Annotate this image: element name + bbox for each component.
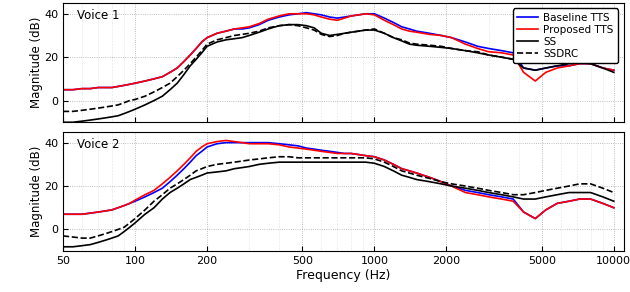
SSDRC: [599, 55, 607, 59]
Baseline TTS: [599, 202, 607, 205]
SS: [610, 199, 617, 203]
Text: Voice 2: Voice 2: [77, 138, 120, 151]
Baseline TTS: [610, 206, 617, 209]
SSDRC: [192, 169, 200, 173]
Text: Voice 1: Voice 1: [77, 9, 120, 22]
Baseline TTS: [186, 160, 194, 164]
Baseline TTS: [610, 68, 617, 72]
Proposed TTS: [186, 156, 194, 160]
Baseline TTS: [311, 147, 318, 151]
SSDRC: [406, 41, 413, 45]
Baseline TTS: [302, 11, 310, 14]
X-axis label: Frequency (Hz): Frequency (Hz): [296, 269, 391, 282]
Baseline TTS: [285, 13, 293, 17]
Baseline TTS: [59, 88, 67, 91]
SSDRC: [59, 234, 67, 238]
Line: Proposed TTS: Proposed TTS: [63, 14, 614, 90]
Proposed TTS: [285, 12, 293, 15]
SSDRC: [78, 236, 86, 240]
Proposed TTS: [311, 13, 318, 17]
Baseline TTS: [186, 53, 194, 57]
Proposed TTS: [610, 68, 617, 72]
Proposed TTS: [294, 146, 302, 150]
Baseline TTS: [599, 66, 607, 70]
SSDRC: [610, 60, 617, 63]
Line: SS: SS: [63, 25, 614, 122]
Line: SSDRC: SSDRC: [63, 25, 614, 112]
Proposed TTS: [198, 40, 205, 44]
SS: [599, 66, 607, 70]
SS: [285, 23, 293, 26]
SSDRC: [311, 28, 318, 32]
Line: Proposed TTS: Proposed TTS: [63, 140, 614, 219]
SSDRC: [186, 62, 194, 65]
SS: [198, 173, 205, 177]
SSDRC: [203, 165, 211, 168]
Y-axis label: Magnitude (dB): Magnitude (dB): [30, 17, 43, 108]
Proposed TTS: [610, 206, 617, 209]
SSDRC: [302, 156, 310, 160]
Line: SSDRC: SSDRC: [63, 157, 614, 238]
SS: [294, 160, 302, 164]
Proposed TTS: [311, 149, 318, 152]
Proposed TTS: [294, 12, 302, 15]
Proposed TTS: [186, 53, 194, 57]
SSDRC: [198, 49, 205, 52]
SS: [198, 51, 205, 55]
SS: [186, 64, 194, 67]
SS: [294, 23, 302, 26]
Y-axis label: Magnitude (dB): Magnitude (dB): [30, 146, 43, 237]
Baseline TTS: [406, 27, 413, 31]
SS: [311, 26, 318, 29]
Line: SS: SS: [63, 162, 614, 247]
SSDRC: [610, 191, 617, 194]
Baseline TTS: [311, 12, 318, 15]
SS: [406, 175, 413, 179]
Baseline TTS: [294, 144, 302, 148]
Baseline TTS: [222, 141, 230, 144]
SSDRC: [599, 187, 607, 190]
Proposed TTS: [599, 202, 607, 205]
Proposed TTS: [406, 29, 413, 33]
SS: [406, 42, 413, 46]
SS: [275, 160, 283, 164]
Proposed TTS: [222, 139, 230, 142]
SS: [311, 160, 318, 164]
Proposed TTS: [406, 169, 413, 173]
Baseline TTS: [59, 213, 67, 216]
Baseline TTS: [532, 217, 539, 220]
SS: [610, 71, 617, 74]
SSDRC: [413, 173, 420, 177]
Proposed TTS: [198, 145, 205, 149]
Baseline TTS: [406, 169, 413, 173]
SSDRC: [59, 110, 67, 113]
SS: [599, 195, 607, 199]
Proposed TTS: [59, 213, 67, 216]
SSDRC: [275, 155, 283, 159]
SS: [59, 245, 67, 248]
Line: Baseline TTS: Baseline TTS: [63, 142, 614, 219]
Proposed TTS: [599, 66, 607, 70]
SSDRC: [285, 23, 293, 26]
SSDRC: [294, 24, 302, 27]
SS: [59, 121, 67, 124]
SSDRC: [318, 156, 325, 160]
Proposed TTS: [532, 217, 539, 220]
Legend: Baseline TTS, Proposed TTS, SS, SSDRC: Baseline TTS, Proposed TTS, SS, SSDRC: [513, 8, 618, 63]
Proposed TTS: [59, 88, 67, 91]
Baseline TTS: [198, 150, 205, 153]
SS: [186, 178, 194, 181]
Baseline TTS: [198, 40, 205, 44]
Line: Baseline TTS: Baseline TTS: [63, 13, 614, 90]
